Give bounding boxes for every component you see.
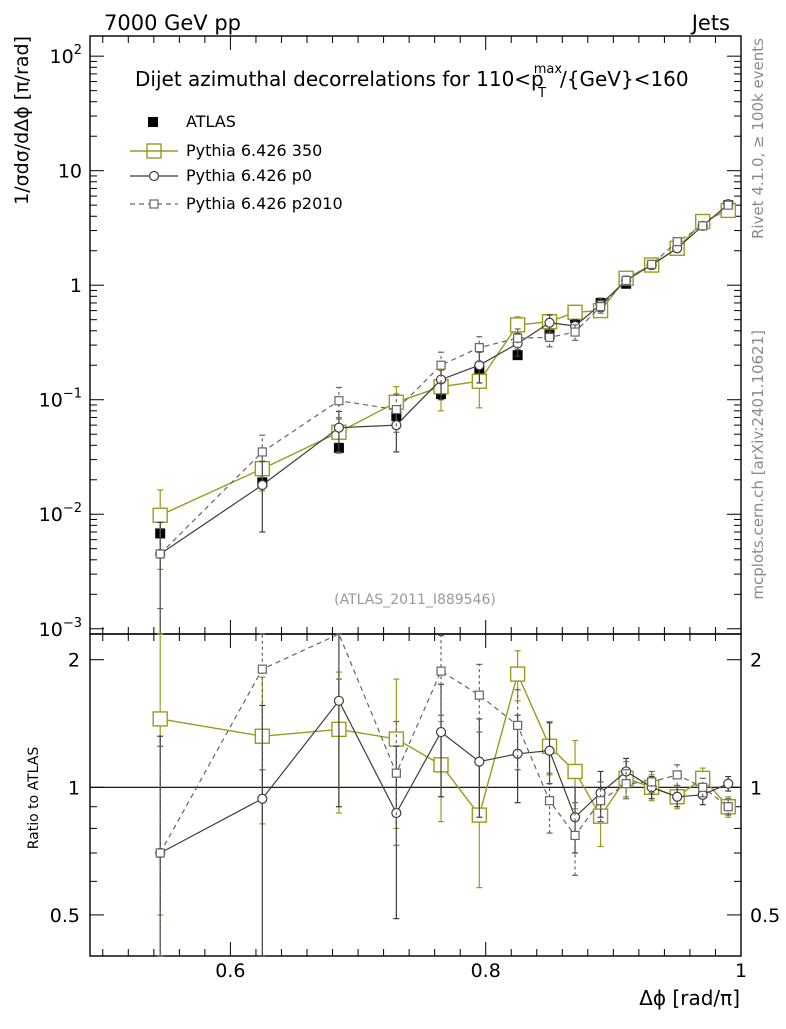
legend-marker-p2010	[149, 199, 159, 209]
ratio-y-tick-label: 1	[68, 777, 80, 799]
legend-label-p2010: Pythia 6.426 p2010	[186, 194, 343, 213]
ratio-point-p0	[544, 745, 555, 756]
ratio-point-p0	[723, 778, 734, 789]
mcplots-label: mcplots.cern.ch [arXiv:2401.10621]	[749, 330, 767, 600]
ratio-point-350	[567, 763, 583, 780]
main-point-350	[509, 317, 526, 333]
ratio-y-tick-label: 0.5	[50, 905, 80, 927]
main-point-p2010	[595, 302, 606, 312]
main-point-p0	[544, 317, 555, 328]
x-tick-label: 0.6	[215, 960, 245, 982]
ratio-point-p2010	[544, 796, 555, 806]
legend-marker-350	[146, 143, 162, 159]
ratio-y-tick-label: 2	[68, 650, 80, 672]
ratio-point-p2010	[621, 779, 631, 789]
main-point-p2010	[474, 343, 484, 353]
ratio-y-axis-label: Ratio to ATLAS	[26, 747, 42, 850]
ratio-point-p2010	[647, 777, 657, 787]
main-series	[152, 199, 736, 635]
main-point-p0	[333, 422, 345, 433]
axis-ticks	[90, 36, 742, 956]
legend-marker-atlas	[148, 117, 158, 127]
ratio-point-p0	[474, 756, 485, 767]
legend: ATLAS Pythia 6.426 350 Pythia 6.426 p0 P…	[130, 112, 343, 213]
main-series-350	[152, 202, 736, 570]
ratio-point-p2010	[672, 770, 682, 780]
x-axis-label: Δϕ [rad/π]	[639, 986, 740, 1010]
ratio-point-p2010	[595, 796, 606, 806]
main-y-tick-label: 10−3	[39, 616, 82, 641]
main-y-tick-label: 10−1	[39, 387, 82, 412]
ratio-point-p2010	[436, 666, 446, 676]
main-point-p2010	[436, 360, 446, 370]
category-label: Jets	[690, 11, 730, 35]
ratio-point-p0	[257, 793, 268, 804]
main-point-350	[567, 304, 583, 320]
ratio-point-p2010	[155, 848, 165, 858]
legend-label-p0: Pythia 6.426 p0	[186, 166, 312, 185]
main-y-tick-label: 10−2	[39, 501, 82, 526]
ratio-line-p0	[159, 699, 729, 854]
main-y-tick-label: 102	[50, 43, 82, 68]
main-point-p2010	[723, 200, 733, 210]
ratio-point-p2010	[723, 802, 733, 812]
main-point-p2010	[647, 259, 657, 269]
ratio-y-tick-label-right: 0.5	[750, 905, 780, 927]
main-point-p2010	[257, 447, 267, 457]
x-tick-labels: 0.6 0.8 1	[215, 960, 747, 982]
main-point-p2010	[621, 275, 631, 286]
plot-title: Dijet azimuthal decorrelations for 110<p…	[135, 62, 689, 101]
ratio-series-p2010	[155, 633, 733, 957]
main-point-p2010	[513, 333, 523, 343]
ratio-point-p0	[435, 726, 447, 738]
ratio-point-p2010	[570, 830, 580, 841]
main-series-p2010	[155, 200, 733, 610]
main-point-p2010	[672, 237, 682, 247]
ratio-point-350	[152, 711, 168, 727]
analysis-label: (ATLAS_2011_I889546)	[334, 592, 496, 608]
ratio-point-350	[388, 731, 405, 747]
x-tick-label: 1	[735, 960, 747, 982]
main-point-p2010	[391, 404, 401, 415]
energy-label: 7000 GeV pp	[104, 11, 241, 35]
ratio-y-tick-label-right: 2	[750, 650, 762, 672]
ratio-point-p2010	[513, 720, 523, 730]
main-point-p2010	[570, 327, 580, 337]
y-tick-labels: 10−3 10−2 10−1 1 10 102 0.5 0.5 1 1 2 2	[39, 43, 781, 927]
ratio-point-350	[509, 666, 526, 682]
rivet-label: Rivet 4.1.0, ≥ 100k events	[749, 38, 767, 239]
ratio-y-tick-label-right: 1	[750, 777, 762, 799]
ratio-point-p2010	[698, 782, 708, 792]
main-y-tick-label: 1	[70, 275, 82, 297]
legend-marker-p0	[148, 170, 160, 182]
main-point-p0	[257, 479, 268, 491]
legend-label-350: Pythia 6.426 350	[186, 141, 322, 160]
legend-label-atlas: ATLAS	[186, 112, 236, 131]
main-point-p2010	[155, 549, 165, 559]
main-y-axis-label: 1/σdσ/dΔϕ [π/rad]	[11, 36, 33, 205]
x-tick-label: 0.8	[471, 960, 501, 982]
main-point-p2010	[544, 332, 555, 343]
ratio-series	[152, 633, 736, 957]
main-point-p2010	[698, 221, 708, 231]
ratio-plot-frame	[89, 633, 742, 957]
ratio-point-p2010	[474, 690, 484, 700]
main-y-tick-label: 10	[58, 161, 82, 183]
main-point-350	[152, 507, 168, 523]
ratio-point-p2010	[391, 768, 401, 778]
ratio-line-350	[160, 672, 729, 818]
ratio-series-350	[152, 633, 736, 916]
main-point-p2010	[334, 396, 344, 406]
ratio-point-p0	[333, 695, 345, 706]
ratio-point-p2010	[257, 664, 267, 674]
ratio-point-p0	[672, 791, 683, 802]
